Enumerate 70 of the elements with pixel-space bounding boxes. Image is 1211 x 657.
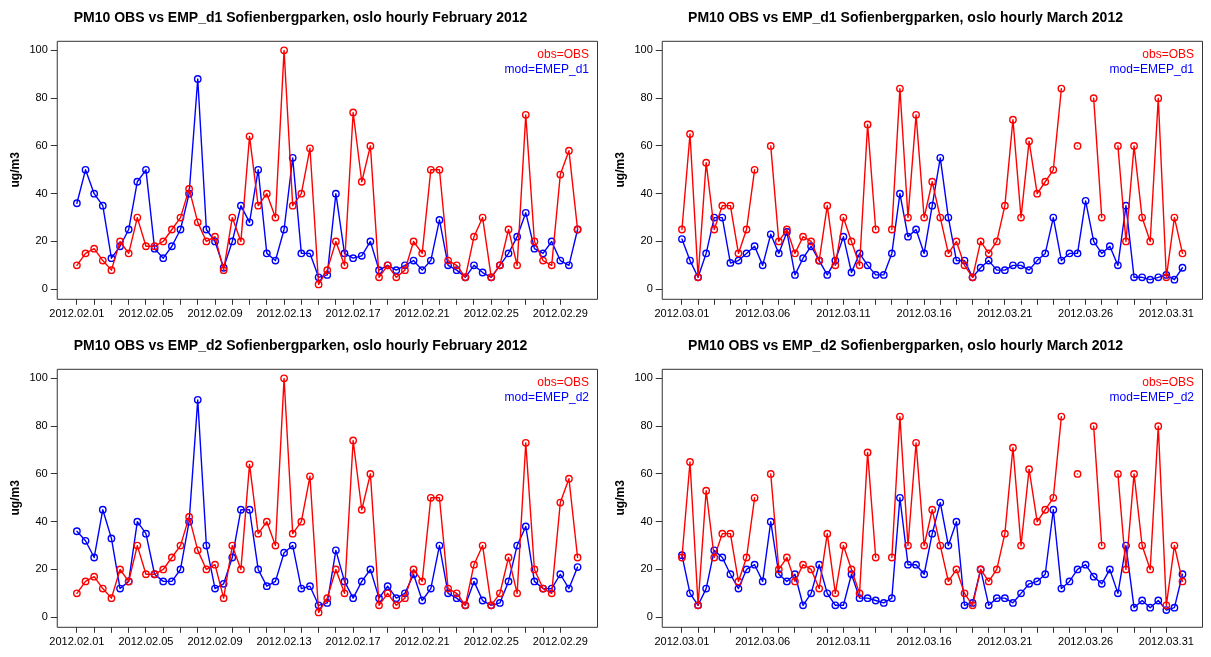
y-axis-title: ug/m3 xyxy=(7,479,22,516)
x-tick-label: 2012.02.29 xyxy=(532,307,588,320)
y-tick-label: 60 xyxy=(640,138,653,151)
y-tick-label: 80 xyxy=(35,91,48,104)
y-tick-label: 40 xyxy=(640,186,653,199)
y-axis-title: ug/m3 xyxy=(612,479,627,516)
x-tick-label: 2012.02.17 xyxy=(325,635,381,648)
x-tick-label: 2012.02.05 xyxy=(118,635,174,648)
text: mod=EMEP_d2 xyxy=(504,390,590,405)
y-tick-label: 0 xyxy=(41,282,48,295)
x-tick-label: 2012.03.01 xyxy=(654,307,710,320)
text: obs=OBS xyxy=(537,375,589,390)
x-tick-label: 2012.02.21 xyxy=(394,635,450,648)
x-tick-label: 2012.02.13 xyxy=(256,635,312,648)
x-tick-label: 2012.03.01 xyxy=(654,635,710,648)
x-tick-label: 2012.02.09 xyxy=(187,307,243,320)
text: obs=OBS xyxy=(1142,47,1194,62)
y-tick-label: 20 xyxy=(35,234,48,247)
y-tick-label: 0 xyxy=(646,610,653,623)
x-tick-label: 2012.03.06 xyxy=(735,635,791,648)
x-tick-label: 2012.02.13 xyxy=(256,307,312,320)
y-tick-label: 0 xyxy=(41,610,48,623)
y-tick-label: 20 xyxy=(640,234,653,247)
chart-title: PM10 OBS vs EMP_d2 Sofienbergparken, oslo hourly February 2012 xyxy=(73,337,528,354)
y-tick-label: 80 xyxy=(640,91,653,104)
x-tick-label: 2012.03.11 xyxy=(816,635,871,648)
chart-title: PM10 OBS vs EMP_d2 Sofienbergparken, oslo hourly March 2012 xyxy=(688,337,1124,354)
text: mod=EMEP_d1 xyxy=(504,62,590,77)
y-tick-label: 20 xyxy=(35,562,48,575)
y-tick-label: 60 xyxy=(35,138,48,151)
x-tick-label: 2012.03.06 xyxy=(735,307,791,320)
y-tick-label: 0 xyxy=(646,282,653,295)
y-tick-label: 60 xyxy=(35,466,48,479)
y-tick-label: 100 xyxy=(634,371,653,384)
x-tick-label: 2012.03.31 xyxy=(1138,635,1194,648)
chart-title: PM10 OBS vs EMP_d1 Sofienbergparken, oslo hourly March 2012 xyxy=(688,9,1124,26)
y-axis-title: ug/m3 xyxy=(7,151,22,188)
y-tick-label: 20 xyxy=(640,562,653,575)
x-tick-label: 2012.03.16 xyxy=(896,307,952,320)
x-tick-label: 2012.03.16 xyxy=(896,635,952,648)
text: mod=EMEP_d1 xyxy=(1109,62,1195,77)
x-tick-label: 2012.02.17 xyxy=(325,307,381,320)
x-tick-label: 2012.03.26 xyxy=(1058,307,1114,320)
y-tick-label: 40 xyxy=(35,514,48,527)
y-tick-label: 60 xyxy=(640,466,653,479)
x-tick-label: 2012.03.31 xyxy=(1138,307,1194,320)
text: obs=OBS xyxy=(537,47,589,62)
x-tick-label: 2012.02.09 xyxy=(187,635,243,648)
x-tick-label: 2012.03.26 xyxy=(1058,635,1114,648)
y-tick-label: 100 xyxy=(634,43,653,56)
y-tick-label: 80 xyxy=(640,419,653,432)
y-tick-label: 80 xyxy=(35,419,48,432)
x-tick-label: 2012.02.25 xyxy=(463,307,519,320)
x-tick-label: 2012.02.25 xyxy=(463,635,519,648)
x-tick-label: 2012.03.21 xyxy=(977,307,1033,320)
y-axis-title: ug/m3 xyxy=(612,151,627,188)
x-tick-label: 2012.02.01 xyxy=(49,635,105,648)
chart-title: PM10 OBS vs EMP_d1 Sofienbergparken, oslo hourly February 2012 xyxy=(73,9,528,26)
y-tick-label: 40 xyxy=(640,514,653,527)
x-tick-label: 2012.03.21 xyxy=(977,635,1033,648)
x-tick-label: 2012.02.21 xyxy=(394,307,450,320)
text: mod=EMEP_d2 xyxy=(1109,390,1195,405)
x-tick-label: 2012.02.05 xyxy=(118,307,174,320)
y-tick-label: 100 xyxy=(29,371,48,384)
y-tick-label: 40 xyxy=(35,186,48,199)
x-tick-label: 2012.02.01 xyxy=(49,307,105,320)
x-tick-label: 2012.02.29 xyxy=(532,635,588,648)
x-tick-label: 2012.03.11 xyxy=(816,307,871,320)
y-tick-label: 100 xyxy=(29,43,48,56)
text: obs=OBS xyxy=(1142,375,1194,390)
